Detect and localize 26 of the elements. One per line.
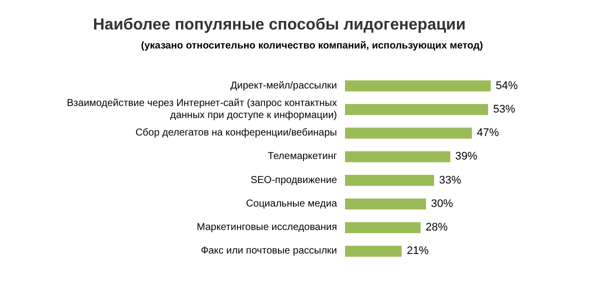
y-tick-label: Маркетинговые исследования (196, 222, 337, 234)
bar (345, 104, 488, 115)
chart-title: Наиболее популяные способы лидогенерации (93, 16, 466, 34)
data-label: 21% (406, 245, 429, 258)
chart-subtitle: (указано относительно количество компаний, использующих метод) (141, 40, 483, 52)
y-tick-label: Директ-мейл/рассылки (230, 80, 337, 92)
data-label: 33% (439, 174, 462, 186)
y-tick-label: Факс или почтовые рассылки (200, 246, 337, 257)
data-label: 39% (455, 150, 478, 163)
bar (345, 198, 426, 210)
data-label: 53% (493, 103, 516, 116)
y-tick-label: Сбор делегатов на конференции/вебинары (135, 128, 337, 139)
bar (345, 174, 434, 186)
bar (345, 128, 472, 139)
data-label: 54% (496, 80, 518, 92)
data-label: 47% (476, 127, 500, 140)
bar (345, 80, 491, 92)
data-label: 30% (431, 198, 454, 210)
y-tick-label: Взаимодействие через Интернет-сайт (запрос контактных данных при доступе к информации) (66, 98, 337, 121)
data-label: 28% (426, 222, 448, 234)
y-tick-label: Социальные медиа (246, 198, 338, 210)
bar (345, 222, 421, 234)
bar (345, 151, 450, 162)
y-tick-label: Телемаркетинг (268, 151, 338, 162)
y-tick-label: SEO-продвижение (250, 174, 338, 186)
bar (345, 246, 402, 257)
